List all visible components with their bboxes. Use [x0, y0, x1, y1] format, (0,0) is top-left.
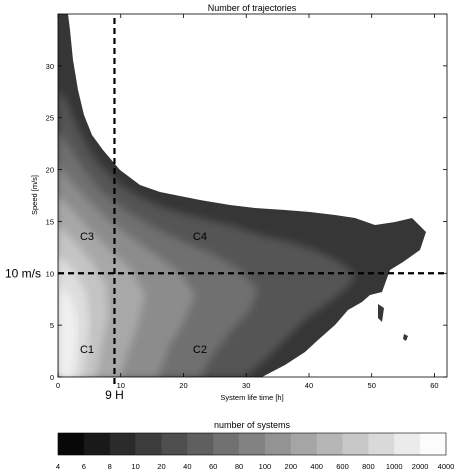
- annotation-c4: C4: [193, 231, 207, 243]
- colorbar-swatch: [342, 433, 369, 455]
- colorbar-frame: [57, 432, 447, 456]
- colorbar-swatch: [135, 433, 162, 455]
- y-tick-label: 20: [46, 166, 54, 175]
- colorbar-swatch: [187, 433, 214, 455]
- y-tick-label: 30: [46, 62, 54, 71]
- colorbar-tick-label: 20: [157, 462, 165, 471]
- colorbar-tick-label: 40: [183, 462, 191, 471]
- y-tick-label: 25: [46, 114, 54, 123]
- annotation-c2: C2: [193, 344, 207, 356]
- colorbar-swatch: [161, 433, 188, 455]
- colorbar-swatch: [58, 433, 85, 455]
- colorbar-tick-label: 600: [336, 462, 349, 471]
- colorbar-swatch: [239, 433, 266, 455]
- colorbar-tick-label: 4000: [438, 462, 455, 471]
- colorbar-tick-label: 80: [235, 462, 243, 471]
- colorbar-swatch: [316, 433, 343, 455]
- y-tick-label: 15: [46, 217, 54, 226]
- x-tick-label: 40: [305, 381, 313, 390]
- colorbar-tick-label: 200: [285, 462, 298, 471]
- y-axis-label: Speed [m/s]: [30, 175, 39, 215]
- x-tick-label: 0: [56, 381, 60, 390]
- threshold-label-vertical: 9 H: [105, 388, 124, 402]
- colorbar-tick-label: 60: [209, 462, 217, 471]
- colorbar-tick-label: 1000: [386, 462, 403, 471]
- colorbar-title: number of systems: [214, 420, 291, 430]
- colorbar-swatch: [83, 433, 111, 455]
- density-field: [58, 14, 426, 377]
- plot-frame: [57, 13, 448, 378]
- colorbar: 4 6 8 10 20 40 60 80 100 200 400 600 800 1000 2000 4000: [56, 432, 455, 471]
- density-contour-band: [60, 285, 78, 377]
- y-tick-label: 5: [50, 321, 54, 330]
- colorbar-swatch: [109, 433, 136, 455]
- colorbar-swatch: [394, 433, 421, 455]
- chart-title: Number of trajectories: [208, 3, 297, 13]
- colorbar-tick-label: 8: [108, 462, 112, 471]
- colorbar-tick-label: 6: [82, 462, 86, 471]
- threshold-label-horizontal: 10 m/s: [5, 266, 41, 280]
- colorbar-swatch: [290, 433, 317, 455]
- x-tick-label: 50: [368, 381, 376, 390]
- colorbar-tick-label: 10: [131, 462, 139, 471]
- colorbar-swatch: [420, 433, 447, 455]
- colorbar-tick-label: 400: [310, 462, 323, 471]
- density-contour-band: [378, 304, 384, 322]
- x-tick-label: 60: [430, 381, 438, 390]
- colorbar-swatch: [264, 433, 292, 455]
- y-tick-label: 10: [46, 269, 54, 278]
- annotation-c1: C1: [80, 344, 94, 356]
- colorbar-tick-label: 4: [56, 462, 60, 471]
- colorbar-swatch: [368, 433, 395, 455]
- colorbar-tick-label: 2000: [412, 462, 429, 471]
- axes: 0 10 20 30 40 50 60 0 5 10 15 20 25 30: [46, 14, 447, 390]
- colorbar-swatch: [213, 433, 240, 455]
- annotation-c3: C3: [80, 231, 94, 243]
- colorbar-tick-label: 800: [362, 462, 375, 471]
- y-tick-label: 0: [50, 373, 54, 382]
- density-contour-band: [403, 334, 408, 341]
- x-tick-label: 10: [117, 381, 125, 390]
- colorbar-tick-label: 100: [259, 462, 272, 471]
- x-tick-label: 30: [242, 381, 250, 390]
- x-tick-label: 20: [179, 381, 187, 390]
- x-axis-label: System life time [h]: [220, 393, 283, 402]
